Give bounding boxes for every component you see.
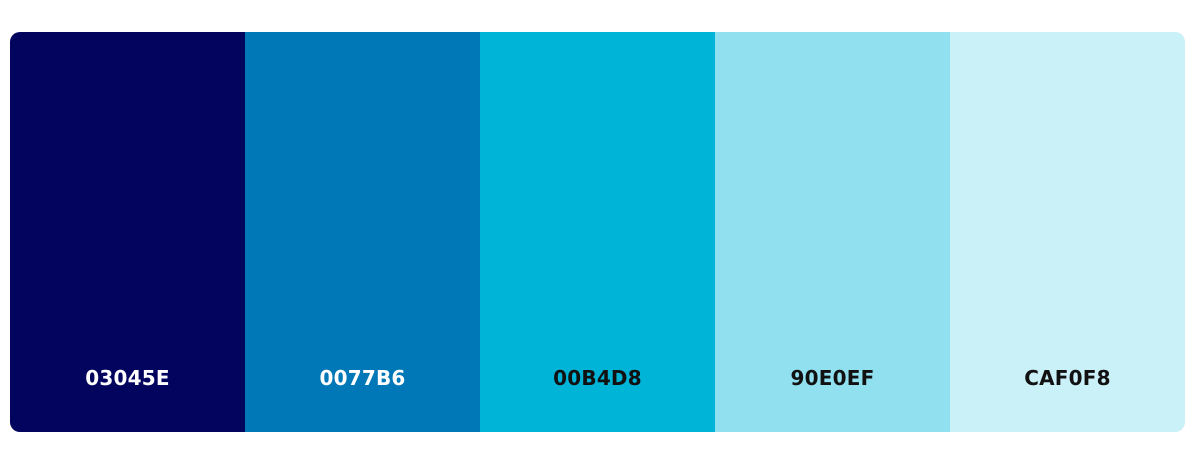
hex-code-label[interactable]: 00B4D8 — [553, 366, 642, 390]
hex-code-label[interactable]: 90E0EF — [790, 366, 875, 390]
color-swatch-4[interactable]: 90E0EF — [715, 32, 950, 432]
color-swatch-5[interactable]: CAF0F8 — [950, 32, 1185, 432]
hex-code-label[interactable]: 03045E — [85, 366, 170, 390]
color-palette: 03045E 0077B6 00B4D8 90E0EF CAF0F8 — [10, 32, 1185, 432]
hex-code-label[interactable]: 0077B6 — [319, 366, 406, 390]
hex-code-label[interactable]: CAF0F8 — [1024, 366, 1111, 390]
color-swatch-2[interactable]: 0077B6 — [245, 32, 480, 432]
color-swatch-1[interactable]: 03045E — [10, 32, 245, 432]
color-swatch-3[interactable]: 00B4D8 — [480, 32, 715, 432]
